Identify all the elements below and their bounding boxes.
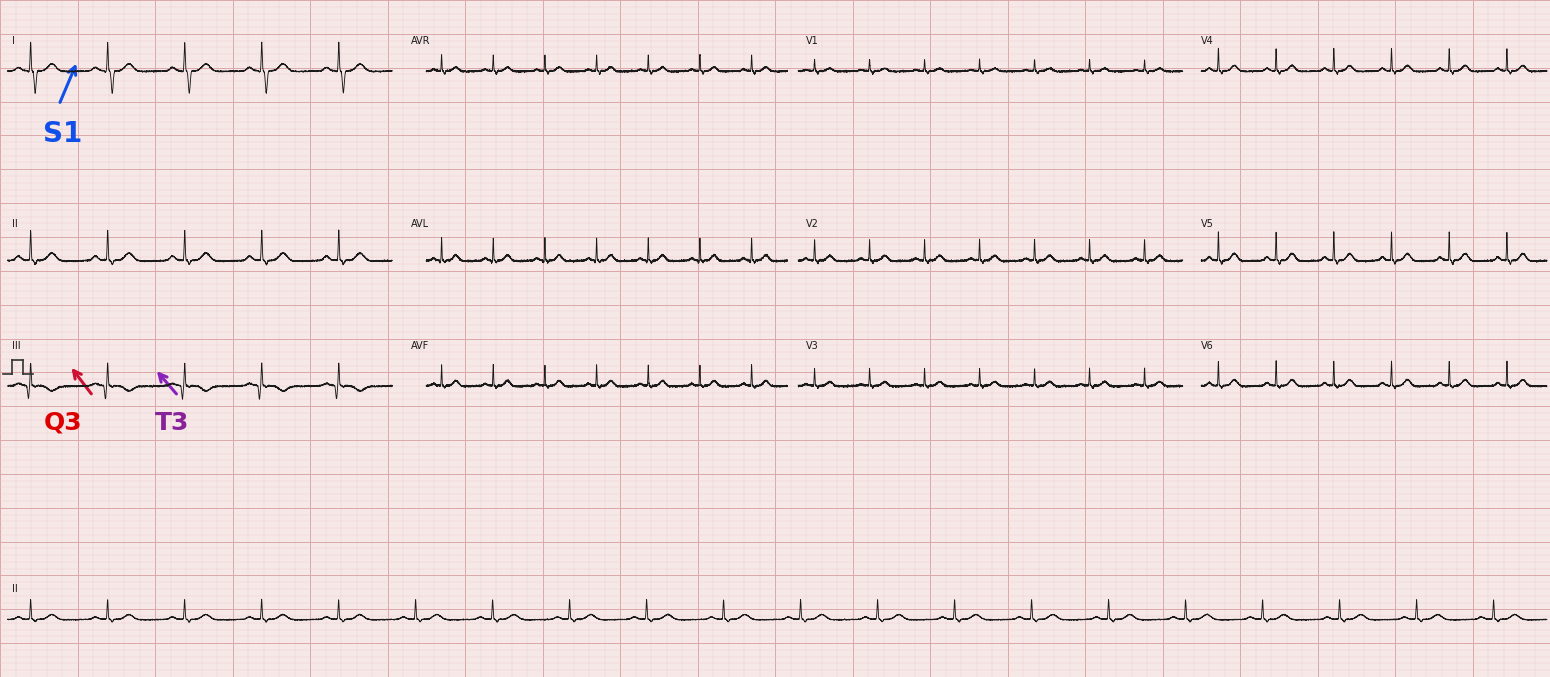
- Text: V1: V1: [806, 36, 818, 46]
- Text: I: I: [12, 36, 16, 46]
- Text: T3: T3: [155, 411, 189, 435]
- Text: II: II: [12, 584, 19, 594]
- Text: V6: V6: [1201, 341, 1214, 351]
- Text: V3: V3: [806, 341, 818, 351]
- Text: II: II: [12, 219, 19, 229]
- Text: V5: V5: [1201, 219, 1214, 229]
- Text: Q3: Q3: [43, 411, 82, 435]
- Text: AVR: AVR: [411, 36, 431, 46]
- Text: V4: V4: [1201, 36, 1214, 46]
- Text: V2: V2: [806, 219, 818, 229]
- Text: AVL: AVL: [411, 219, 429, 229]
- Text: S1: S1: [43, 121, 82, 148]
- Text: AVF: AVF: [411, 341, 429, 351]
- Text: III: III: [12, 341, 22, 351]
